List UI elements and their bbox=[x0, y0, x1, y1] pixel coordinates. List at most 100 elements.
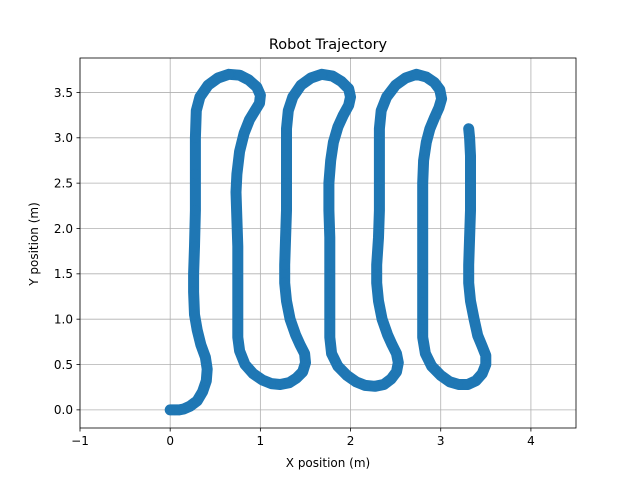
data-point bbox=[202, 80, 214, 91]
data-point bbox=[465, 205, 476, 216]
data-point bbox=[417, 314, 428, 325]
data-point bbox=[411, 69, 422, 80]
data-point bbox=[231, 214, 243, 225]
data-point bbox=[281, 205, 292, 216]
data-point bbox=[244, 114, 255, 125]
data-point bbox=[230, 187, 242, 198]
data-point bbox=[192, 395, 203, 406]
data-point bbox=[281, 295, 292, 307]
data-point bbox=[191, 105, 202, 116]
data-point bbox=[480, 350, 491, 361]
data-point bbox=[281, 123, 292, 134]
data-point bbox=[295, 80, 307, 91]
y-tick-label: 1.5 bbox=[54, 267, 73, 281]
data-point bbox=[463, 277, 474, 289]
data-point bbox=[343, 100, 354, 111]
data-point bbox=[374, 150, 385, 162]
data-point bbox=[231, 168, 243, 180]
data-point bbox=[297, 366, 308, 377]
y-tick-label: 3.0 bbox=[54, 131, 73, 145]
data-point bbox=[374, 177, 385, 189]
data-point bbox=[468, 314, 480, 325]
data-point bbox=[249, 105, 261, 116]
data-point bbox=[189, 309, 200, 320]
data-point bbox=[464, 232, 475, 243]
data-point bbox=[305, 72, 317, 84]
data-point bbox=[417, 232, 428, 243]
data-point bbox=[300, 357, 311, 368]
data-point bbox=[192, 324, 203, 336]
x-tick-label: 3 bbox=[437, 434, 445, 448]
data-point bbox=[376, 314, 388, 325]
data-point bbox=[266, 378, 277, 389]
x-tick-label: 1 bbox=[257, 434, 265, 448]
data-point bbox=[324, 332, 335, 343]
data-point bbox=[234, 345, 245, 357]
data-point bbox=[299, 348, 310, 359]
data-point bbox=[390, 80, 401, 91]
data-point bbox=[417, 332, 428, 343]
data-point bbox=[418, 155, 429, 166]
y-tick-label: 2.0 bbox=[54, 222, 73, 236]
data-point bbox=[464, 132, 475, 143]
data-point bbox=[421, 71, 432, 83]
data-point bbox=[232, 295, 243, 307]
data-point bbox=[197, 386, 208, 397]
data-point bbox=[417, 205, 428, 216]
data-point bbox=[184, 401, 196, 412]
data-point bbox=[393, 357, 404, 368]
data-point bbox=[279, 277, 290, 289]
data-point bbox=[343, 83, 354, 95]
data-point bbox=[327, 70, 338, 82]
data-point bbox=[323, 177, 335, 189]
data-point bbox=[417, 259, 428, 270]
data-point bbox=[190, 168, 201, 180]
data-point bbox=[189, 241, 200, 252]
data-point bbox=[234, 70, 245, 81]
data-point bbox=[463, 259, 474, 270]
data-point bbox=[332, 121, 344, 133]
data-point bbox=[400, 72, 411, 84]
data-point bbox=[279, 259, 290, 270]
data-point bbox=[324, 259, 335, 270]
data-point bbox=[444, 376, 455, 387]
data-point bbox=[284, 314, 296, 325]
data-point bbox=[195, 339, 206, 350]
data-point bbox=[294, 339, 306, 350]
data-point bbox=[341, 370, 353, 381]
data-point bbox=[190, 132, 201, 143]
data-point bbox=[328, 137, 339, 148]
data-point bbox=[385, 373, 397, 385]
data-point bbox=[316, 69, 327, 80]
data-point bbox=[325, 155, 336, 166]
data-point bbox=[287, 91, 298, 103]
axes: −1 0 1 2 3 4 0.0 0.5 1.0 1.5 2.0 2.5 3.0 3.5 bbox=[54, 57, 577, 448]
data-point bbox=[223, 69, 234, 80]
grid-lines bbox=[79, 58, 576, 428]
data-point bbox=[324, 232, 335, 243]
data-point bbox=[391, 348, 402, 359]
data-point bbox=[324, 286, 335, 298]
data-point bbox=[188, 268, 199, 279]
data-point bbox=[345, 91, 356, 103]
data-point bbox=[238, 128, 250, 139]
data-point bbox=[194, 91, 206, 103]
data-point bbox=[374, 123, 385, 134]
data-point bbox=[326, 348, 337, 359]
chart-title: Robot Trajectory bbox=[269, 37, 388, 53]
data-point bbox=[188, 286, 199, 298]
data-point bbox=[232, 314, 243, 325]
data-point bbox=[324, 314, 335, 325]
y-axis-label: Y position (m) bbox=[27, 202, 41, 287]
y-tick-label: 2.5 bbox=[54, 176, 73, 190]
x-tick-label: −1 bbox=[71, 434, 89, 448]
data-point bbox=[239, 359, 251, 370]
data-point bbox=[453, 379, 464, 390]
data-point bbox=[369, 381, 381, 392]
data-point bbox=[477, 368, 488, 379]
data-point bbox=[280, 232, 291, 243]
data-point bbox=[465, 177, 476, 189]
data-point bbox=[421, 137, 432, 148]
data-point bbox=[376, 105, 387, 116]
